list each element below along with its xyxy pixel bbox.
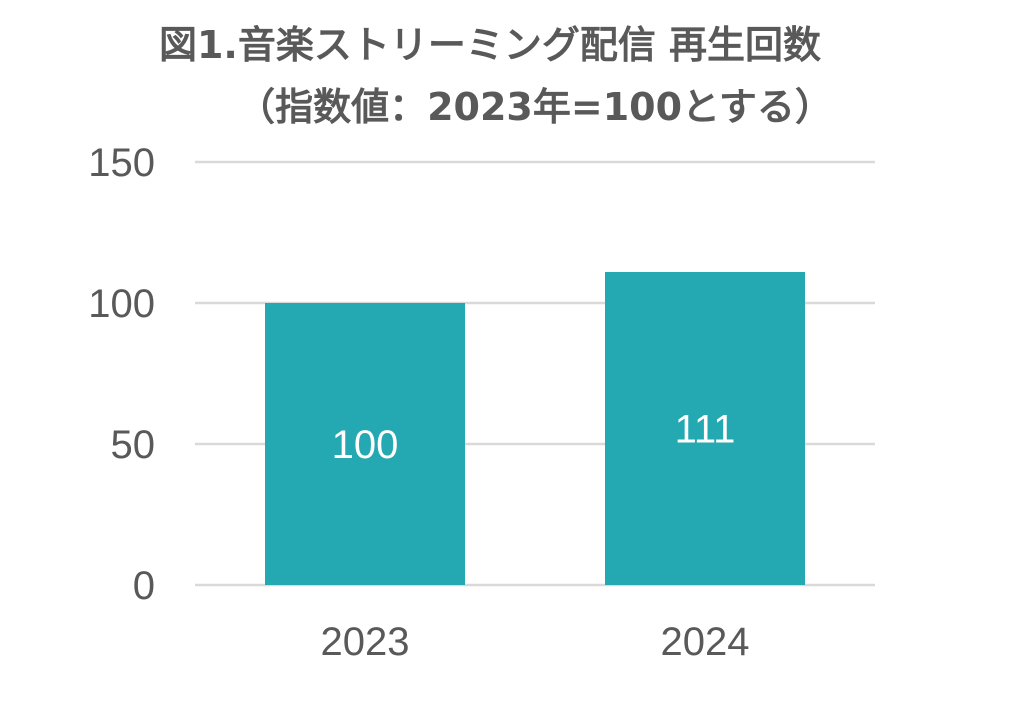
chart-title: 図1.音楽ストリーミング配信 再生回数 （指数値：2023年=100とする） [0, 14, 980, 138]
y-tick-label: 150 [88, 141, 155, 185]
data-labels: 100 111 [332, 407, 736, 467]
chart-title-line-2: （指数値：2023年=100とする） [237, 85, 833, 129]
x-tick-label: 2023 [321, 620, 410, 664]
bar-2023 [265, 303, 465, 585]
y-tick-label: 0 [133, 564, 155, 608]
bars [265, 271, 805, 585]
x-tick-label: 2024 [661, 620, 750, 664]
bar-2024 [605, 271, 805, 585]
y-tick-label: 50 [111, 423, 156, 467]
y-tick-label: 100 [88, 282, 155, 326]
data-label: 111 [675, 407, 736, 451]
data-label: 100 [332, 423, 399, 467]
chart-title-line-1: 図1.音楽ストリーミング配信 再生回数 [158, 23, 822, 67]
x-axis-tick-labels: 2023 2024 [321, 620, 750, 664]
y-axis-tick-labels: 0 50 100 150 [88, 141, 155, 608]
